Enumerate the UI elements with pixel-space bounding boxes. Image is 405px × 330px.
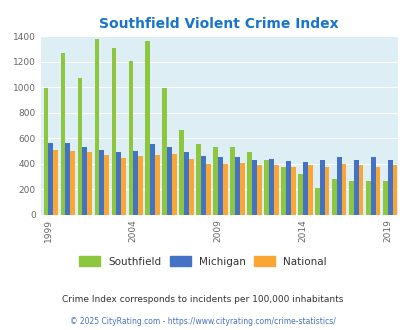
Bar xyxy=(387,160,392,214)
Bar xyxy=(290,167,295,214)
Bar xyxy=(252,160,256,214)
Bar xyxy=(82,147,87,214)
Bar xyxy=(172,154,176,214)
Bar xyxy=(269,159,273,214)
Bar xyxy=(167,147,172,214)
Bar xyxy=(44,88,48,214)
Bar xyxy=(392,166,396,214)
Bar xyxy=(358,166,362,214)
Bar xyxy=(348,181,353,214)
Bar xyxy=(205,164,210,214)
Bar xyxy=(217,157,222,214)
Bar xyxy=(302,162,307,214)
Bar xyxy=(307,166,312,214)
Bar xyxy=(60,53,65,214)
Bar xyxy=(70,151,75,214)
Bar xyxy=(200,156,205,215)
Bar xyxy=(264,160,269,214)
Bar xyxy=(145,41,150,214)
Bar xyxy=(184,152,188,214)
Bar xyxy=(104,155,109,214)
Bar xyxy=(121,158,126,214)
Bar xyxy=(188,159,193,214)
Bar xyxy=(370,157,375,214)
Bar xyxy=(179,130,184,214)
Bar xyxy=(256,166,261,214)
Bar xyxy=(239,163,244,215)
Bar xyxy=(247,152,252,214)
Legend: Southfield, Michigan, National: Southfield, Michigan, National xyxy=(77,254,328,269)
Bar xyxy=(138,156,143,215)
Bar xyxy=(48,143,53,214)
Bar xyxy=(365,181,370,214)
Bar xyxy=(341,164,345,214)
Bar xyxy=(94,39,99,214)
Text: Crime Index corresponds to incidents per 100,000 inhabitants: Crime Index corresponds to incidents per… xyxy=(62,295,343,304)
Bar xyxy=(65,143,70,214)
Bar xyxy=(230,147,234,214)
Bar xyxy=(213,147,217,214)
Bar xyxy=(111,48,116,214)
Bar xyxy=(382,182,387,215)
Bar xyxy=(150,144,155,214)
Bar xyxy=(133,151,138,214)
Title: Southfield Violent Crime Index: Southfield Violent Crime Index xyxy=(99,17,338,31)
Bar xyxy=(375,167,379,214)
Bar xyxy=(353,160,358,214)
Bar xyxy=(281,167,286,214)
Bar xyxy=(196,145,200,214)
Bar xyxy=(336,157,341,214)
Bar xyxy=(331,179,336,214)
Bar xyxy=(77,78,82,214)
Bar xyxy=(314,188,319,214)
Bar xyxy=(234,157,239,214)
Bar xyxy=(162,88,167,214)
Bar xyxy=(128,61,133,214)
Bar xyxy=(286,161,290,214)
Bar xyxy=(273,166,278,214)
Bar xyxy=(222,164,227,214)
Bar xyxy=(116,152,121,214)
Bar xyxy=(53,150,58,214)
Bar xyxy=(324,167,329,214)
Bar xyxy=(87,152,92,214)
Bar xyxy=(319,160,324,214)
Bar xyxy=(298,175,302,215)
Text: © 2025 CityRating.com - https://www.cityrating.com/crime-statistics/: © 2025 CityRating.com - https://www.city… xyxy=(70,317,335,326)
Bar xyxy=(99,149,104,214)
Bar xyxy=(155,155,159,214)
